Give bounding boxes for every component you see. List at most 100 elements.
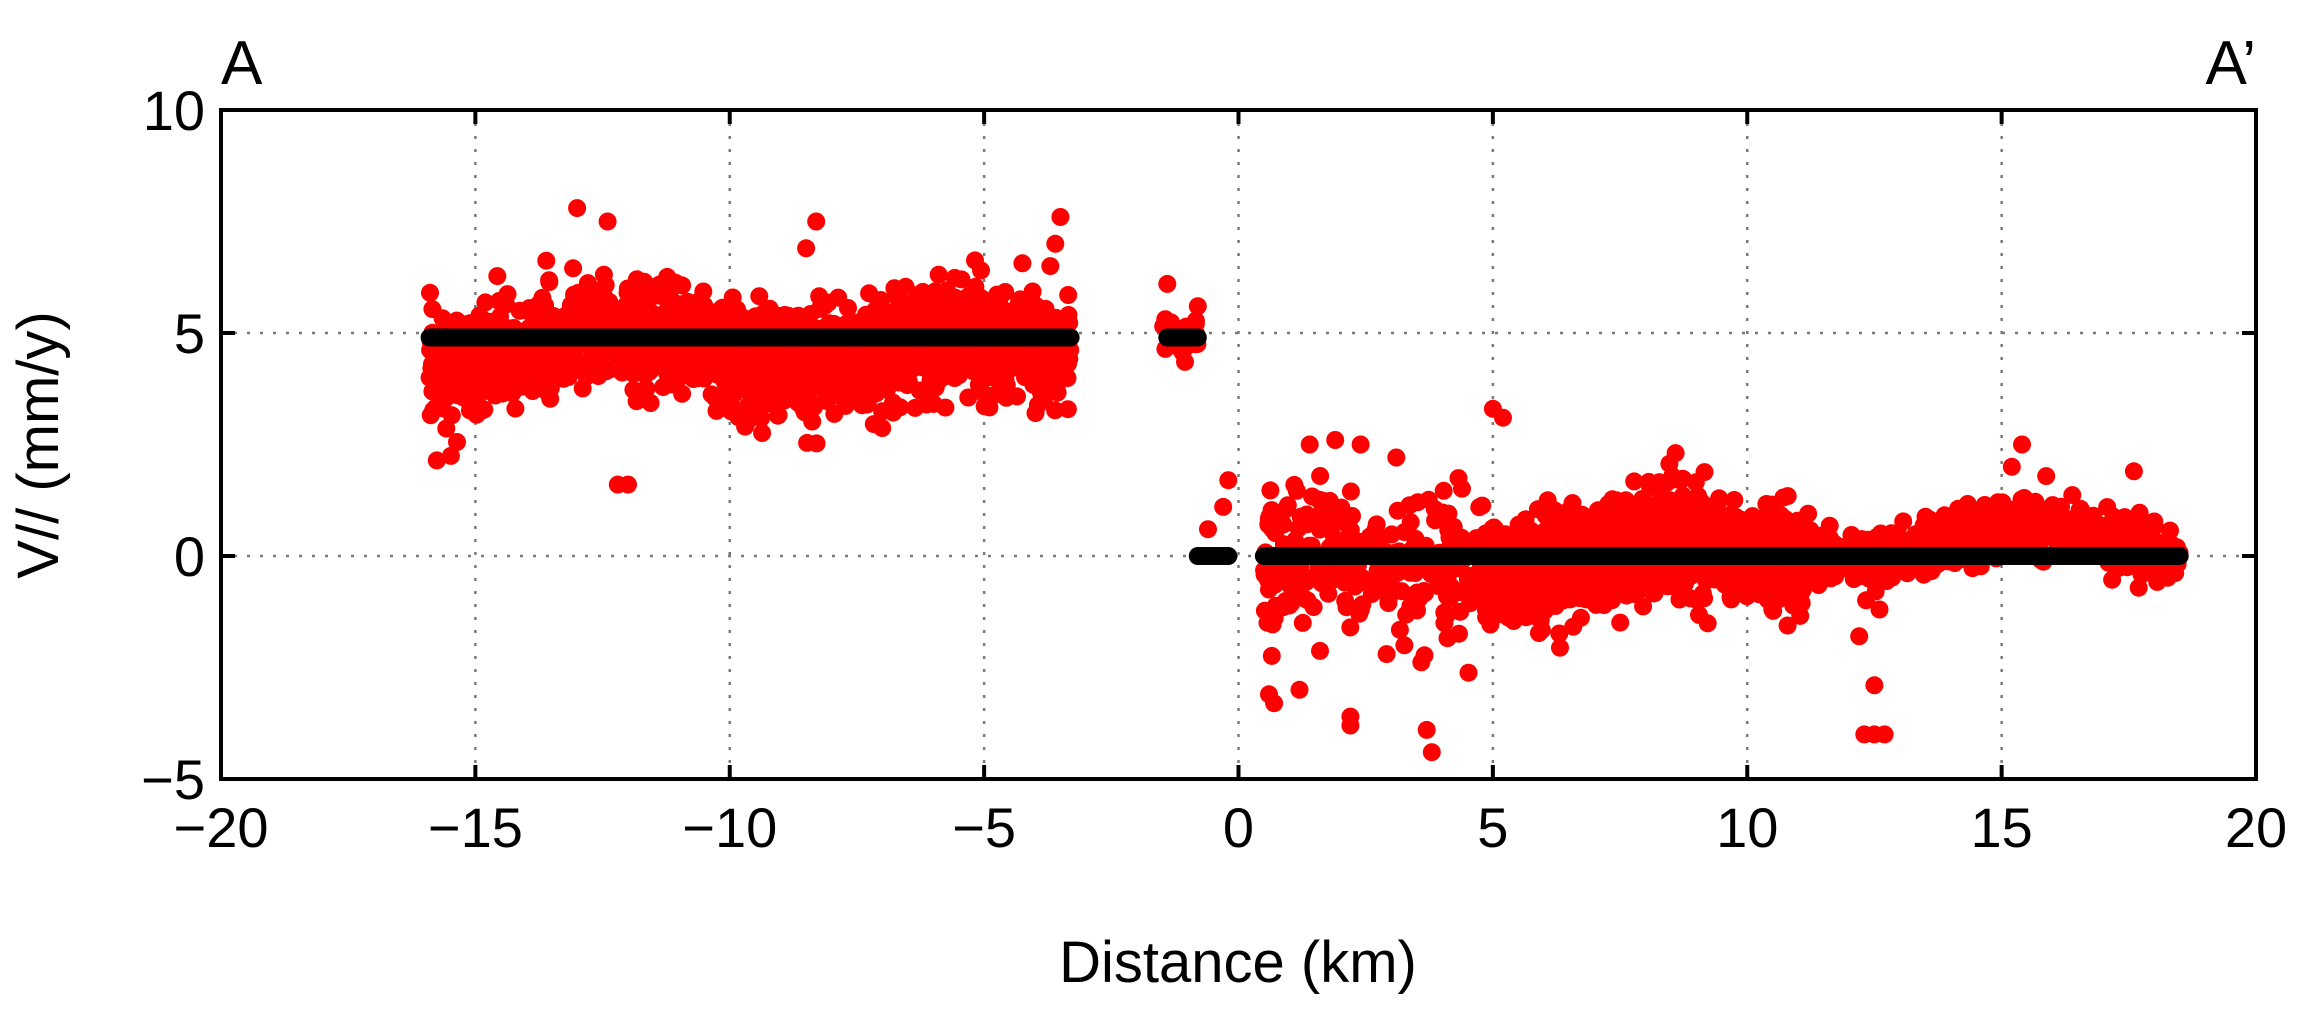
observed-point (1285, 475, 1304, 494)
observed-point (936, 398, 955, 417)
observed-point (1995, 528, 2014, 547)
observed-point (1658, 473, 1677, 492)
observed-point (673, 384, 692, 403)
observed-point (1341, 482, 1360, 501)
observed-point (1788, 511, 1807, 530)
observed-point (959, 388, 978, 407)
observed-point (1035, 343, 1054, 362)
observed-point (707, 401, 726, 420)
observed-point (929, 265, 948, 284)
observed-point (1048, 383, 1067, 402)
observed-point (1040, 314, 1059, 333)
observed-point (1791, 606, 1810, 625)
observed-point (1293, 613, 1312, 632)
observed-point (950, 352, 969, 371)
observed-point (1000, 360, 1019, 379)
observed-point (1783, 586, 1802, 605)
grid-lines (221, 110, 2256, 779)
observed-point (2063, 486, 2082, 505)
observed-point (540, 271, 559, 290)
observed-point (1517, 567, 1536, 586)
observed-point (427, 451, 446, 470)
observed-point (837, 368, 856, 387)
observed-point (876, 311, 895, 330)
observed-point (1686, 473, 1705, 492)
observed-point (595, 288, 614, 307)
observed-point (1188, 297, 1207, 316)
observed-point (1349, 567, 1368, 586)
observed-point (1400, 496, 1419, 515)
observed-point (420, 368, 439, 387)
observed-point (825, 404, 844, 423)
observed-point (1336, 591, 1355, 610)
observed-point (448, 382, 467, 401)
observed-point (1640, 477, 1659, 496)
observed-point (1451, 602, 1470, 621)
observed-point (1030, 380, 1049, 399)
x-tick-label: 5 (1477, 796, 1508, 859)
observed-point (692, 368, 711, 387)
observed-point (1260, 580, 1278, 599)
observed-point (1311, 641, 1329, 660)
observed-point (1377, 645, 1396, 664)
observed-point (490, 292, 509, 310)
observed-point (1670, 590, 1689, 609)
observed-point (1265, 609, 1284, 627)
observed-point (1778, 487, 1797, 506)
observed-point (1993, 493, 2012, 512)
observed-point (1532, 621, 1551, 639)
observed-point (1634, 597, 1653, 616)
observed-point (1214, 497, 1233, 516)
observed-point (1551, 638, 1569, 657)
observed-point (1979, 512, 1998, 530)
observed-point (1716, 575, 1734, 594)
observed-point (990, 294, 1009, 313)
observed-point (1368, 561, 1387, 580)
observed-point (2124, 462, 2143, 481)
observed-point (753, 424, 772, 442)
observed-point (1690, 605, 1708, 624)
model-point (2170, 547, 2189, 565)
observed-point (1727, 508, 1746, 527)
observed-point (797, 239, 816, 258)
observed-point (1516, 589, 1534, 608)
observed-point (878, 345, 897, 364)
observed-point (1013, 254, 1032, 273)
observed-point (569, 360, 588, 379)
observed-point (2045, 502, 2064, 520)
observed-point (2013, 435, 2031, 454)
observed-point (1583, 573, 1602, 592)
observed-point (950, 366, 969, 385)
observed-point (789, 306, 808, 325)
observed-point (750, 287, 769, 306)
observed-point (1870, 600, 1889, 619)
observed-point (796, 349, 815, 368)
x-axis-label: Distance (km) (1059, 930, 1417, 995)
observed-point (442, 369, 460, 388)
observed-point (1341, 618, 1360, 637)
model-point (1188, 328, 1207, 347)
observed-point (1532, 592, 1550, 611)
observed-point (1437, 606, 1456, 625)
observed-point (1401, 563, 1420, 582)
observed-point (1300, 435, 1319, 454)
observed-point (1265, 694, 1284, 713)
observed-point (1850, 627, 1869, 646)
tick-labels: −20 −15 −10 −5 0 5 10 15 20 −5 0 5 10 (141, 79, 2287, 859)
observed-point (1332, 498, 1351, 517)
observed-point (1041, 257, 1060, 276)
observed-point (1774, 532, 1793, 551)
observed-point (1493, 605, 1512, 623)
observed-point (1219, 471, 1238, 490)
observed-point (829, 352, 848, 371)
observed-point (1494, 408, 1512, 427)
observed-point (2115, 526, 2134, 545)
observed-point (1999, 511, 2018, 530)
observed-point (1028, 396, 1047, 414)
observed-point (421, 406, 440, 425)
observed-point (798, 433, 817, 452)
observed-point (1862, 567, 1881, 586)
observed-point (1158, 274, 1177, 293)
observed-point (842, 388, 861, 407)
observed-point (1019, 349, 1038, 368)
